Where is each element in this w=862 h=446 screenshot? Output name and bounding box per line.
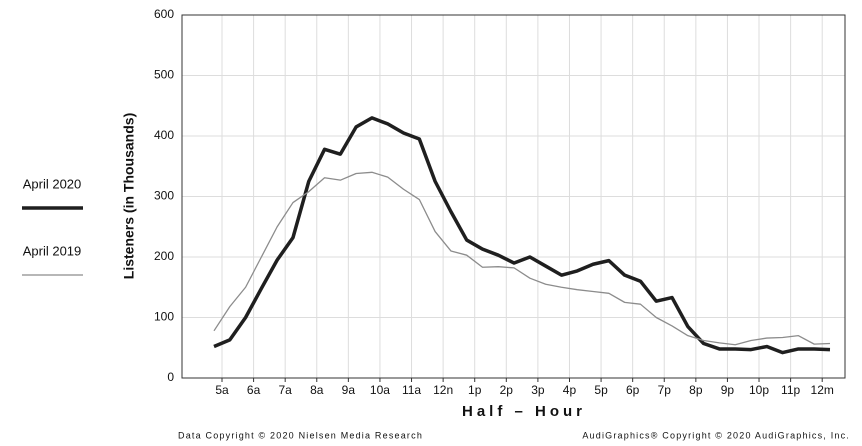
- y-tick-label: 600: [154, 7, 174, 21]
- y-tick-label: 0: [167, 370, 174, 384]
- x-tick-label: 11a: [402, 383, 421, 397]
- footer-left: Data Copyright © 2020 Nielsen Media Rese…: [178, 430, 423, 440]
- x-tick-label: 5p: [594, 383, 608, 397]
- x-tick-label: 12n: [433, 383, 453, 397]
- legend-label: April 2019: [23, 243, 82, 258]
- x-tick-label: 8a: [310, 383, 324, 397]
- x-tick-label: 5a: [215, 383, 229, 397]
- y-tick-label: 300: [154, 189, 174, 203]
- x-tick-label: 11p: [781, 383, 800, 397]
- plot-frame: [181, 14, 846, 379]
- y-tick-label: 100: [154, 310, 174, 324]
- x-tick-label: 3p: [531, 383, 545, 397]
- y-tick-label: 200: [154, 249, 174, 263]
- x-tick-label: 7p: [658, 383, 672, 397]
- x-tick-label: 10p: [749, 383, 769, 397]
- x-tick-label: 4p: [563, 383, 577, 397]
- x-tick-label: 8p: [689, 383, 703, 397]
- x-tick-label: 2p: [500, 383, 514, 397]
- footer-right: AudiGraphics® Copyright © 2020 AudiGraph…: [582, 430, 850, 440]
- x-tick-label: 1p: [468, 383, 482, 397]
- x-tick-label: 9p: [721, 383, 735, 397]
- x-tick-label: 10a: [370, 383, 390, 397]
- x-tick-label: 6a: [247, 383, 261, 397]
- legend-label: April 2020: [23, 176, 82, 191]
- y-tick-label: 400: [154, 128, 174, 142]
- y-tick-label: 500: [154, 68, 174, 82]
- x-axis-label: Half – Hour: [462, 403, 586, 420]
- series-line: [213, 116, 831, 355]
- x-tick-label: 9a: [342, 383, 356, 397]
- x-tick-label: 12m: [811, 383, 834, 397]
- x-tick-label: 7a: [278, 383, 292, 397]
- x-tick-label: 6p: [626, 383, 640, 397]
- series-line: [213, 171, 831, 346]
- y-axis-label: Listeners (in Thousands): [121, 113, 137, 279]
